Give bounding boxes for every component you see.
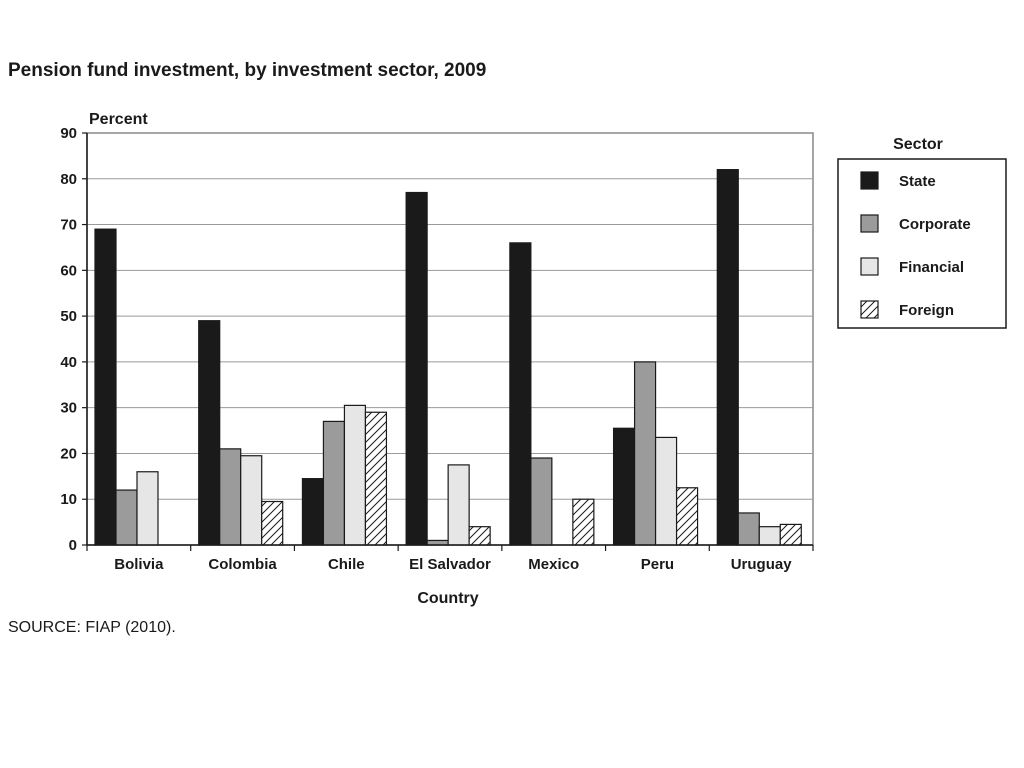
- bar-financial-colombia: [240, 455, 263, 546]
- legend-swatch-foreign: [860, 300, 879, 319]
- axes: 0 10 20 30 40 50 60 70 80 90 Bolivia Colombia Chile E…: [60, 125, 814, 573]
- bar-financial-bolivia: [136, 471, 159, 546]
- legend-swatch-state: [860, 171, 879, 190]
- legend-swatch-financial: [860, 257, 879, 276]
- bar-foreign-uruguay: [779, 523, 802, 546]
- y-tick-label: 40: [60, 354, 77, 371]
- source-note: SOURCE: FIAP (2010).: [8, 619, 176, 636]
- legend-swatch-corporate: [860, 214, 879, 233]
- bar-state-uruguay: [716, 169, 739, 546]
- bar-foreign-colombia: [261, 500, 284, 546]
- y-tick-label: 0: [69, 537, 77, 554]
- x-tick-label: Uruguay: [731, 556, 793, 573]
- y-tick-label: 70: [60, 217, 77, 234]
- legend-label-corporate: Corporate: [899, 216, 971, 233]
- y-tick-label: 50: [60, 308, 77, 325]
- bar-state-mexico: [509, 242, 532, 546]
- bar-corporate-mexico: [530, 457, 553, 546]
- y-tick-label: 90: [60, 125, 77, 142]
- bar-financial-uruguay: [758, 526, 781, 546]
- x-tick-label: Bolivia: [114, 556, 164, 573]
- y-tick-label: 60: [60, 262, 77, 279]
- y-tick-label: 80: [60, 171, 77, 188]
- bar-corporate-bolivia: [115, 489, 138, 546]
- bar-financial-chile: [343, 404, 367, 546]
- bar-state-colombia: [198, 320, 221, 546]
- bar-state-bolivia: [94, 228, 117, 546]
- legend-title: Sector: [893, 136, 943, 153]
- bar-financial-peru: [654, 436, 678, 546]
- bar-corporate-uruguay: [737, 512, 760, 546]
- chart-title: Pension fund investment, by investment s…: [8, 60, 487, 81]
- y-tick-label: 30: [60, 400, 77, 417]
- x-axis-label: Country: [417, 590, 478, 607]
- bar-state-chile: [301, 478, 325, 546]
- legend-label-financial: Financial: [899, 259, 964, 276]
- bar-foreign-el-salvador: [468, 526, 491, 546]
- bar-financial-el-salvador: [447, 464, 470, 546]
- bar-corporate-chile: [322, 420, 346, 546]
- legend-label-state: State: [899, 173, 936, 190]
- y-axis-label: Percent: [89, 111, 148, 128]
- y-tick-label: 10: [60, 491, 77, 508]
- bar-foreign-peru: [675, 487, 699, 546]
- x-tick-label: Peru: [641, 556, 674, 573]
- bar-corporate-colombia: [219, 448, 242, 546]
- legend: Sector State Corporate Financial Foreign: [837, 136, 1007, 329]
- bar-foreign-chile: [364, 411, 388, 546]
- bar-state-peru: [612, 427, 636, 546]
- bar-corporate-peru: [633, 361, 657, 546]
- x-tick-label: Mexico: [528, 556, 579, 573]
- x-tick-label: El Salvador: [409, 556, 491, 573]
- y-tick-label: 20: [60, 445, 77, 462]
- x-tick-label: Colombia: [208, 556, 277, 573]
- bar-foreign-mexico: [572, 498, 595, 546]
- bar-state-el-salvador: [405, 191, 428, 546]
- legend-label-foreign: Foreign: [899, 302, 954, 319]
- x-tick-label: Chile: [328, 556, 365, 573]
